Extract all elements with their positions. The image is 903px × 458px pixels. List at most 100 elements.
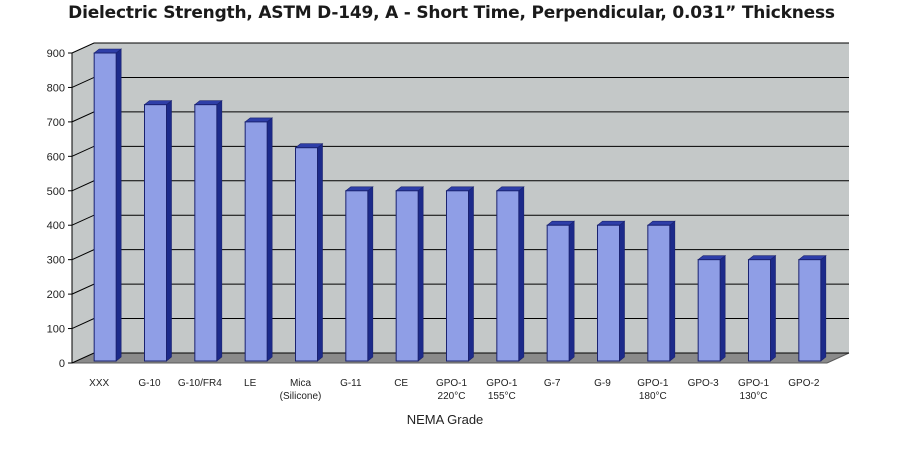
bar-side <box>619 220 625 362</box>
bar-side <box>317 143 323 362</box>
x-tick-label: Mica (Silicone) <box>280 378 322 402</box>
bar <box>646 220 676 362</box>
x-tick-label-line: 220°C <box>438 391 466 402</box>
bar-side <box>719 255 726 362</box>
x-tick-label: G-9 <box>594 378 611 389</box>
x-tick-label-line: GPO-1 <box>486 378 518 389</box>
x-tick-label: GPO-1 130°C <box>738 378 770 402</box>
bar-front <box>546 224 570 362</box>
x-axis-labels: XXX G-10 G-10/FR4 LE Mica (Silicone) G-11 CE GPO… <box>89 378 820 402</box>
bar-front <box>93 52 117 362</box>
bar <box>747 255 777 362</box>
bars <box>93 48 827 362</box>
x-tick-label: LE <box>244 378 257 389</box>
x-tick-label: CE <box>394 378 408 389</box>
bar-top <box>395 186 425 192</box>
bar-front <box>446 190 469 362</box>
y-tick-label: 400 <box>47 220 65 232</box>
bar <box>596 220 626 362</box>
x-tick-label-line: GPO-1 <box>738 378 770 389</box>
bar-top <box>546 220 576 226</box>
x-tick-label-line: G-10 <box>138 378 161 389</box>
gridline <box>71 42 849 54</box>
y-tick-label: 700 <box>47 117 65 129</box>
x-tick-label: XXX <box>89 378 109 389</box>
x-tick-label-line: G-11 <box>340 378 362 389</box>
y-tick-label: 0 <box>59 358 65 370</box>
bar <box>445 186 475 362</box>
bar-top <box>495 186 525 192</box>
bar-top <box>646 220 676 226</box>
bar-front <box>345 190 369 362</box>
bar <box>193 100 223 362</box>
bar-front <box>244 121 268 362</box>
bar-front <box>144 104 167 362</box>
x-tick-label: G-7 <box>544 378 561 389</box>
x-tick-label-line: CE <box>394 378 408 389</box>
y-tick-label: 900 <box>47 48 65 60</box>
x-tick-label-line: GPO-1 <box>436 378 468 389</box>
chart-title: Dielectric Strength, ASTM D-149, A - Sho… <box>68 3 835 23</box>
bar-side <box>820 255 827 362</box>
bar-front <box>597 224 620 362</box>
bar-side <box>669 220 676 362</box>
bar-side <box>568 220 575 362</box>
x-axis-title: NEMA Grade <box>407 412 484 427</box>
x-tick-label-line: XXX <box>89 378 109 389</box>
bar-top <box>93 48 123 54</box>
x-tick-label-line: G-10/FR4 <box>178 378 222 389</box>
bar-front <box>748 259 771 362</box>
x-tick-label: G-10 <box>138 378 161 389</box>
bar-top <box>596 220 626 226</box>
x-tick-label: G-10/FR4 <box>178 378 222 389</box>
bar-front <box>295 147 318 362</box>
bar <box>294 143 324 362</box>
y-axis-ticks: 0 100 200 300 400 500 600 700 800 900 <box>47 48 73 370</box>
bar-side <box>417 186 424 362</box>
x-tick-label-line: GPO-3 <box>688 378 720 389</box>
bar <box>495 186 525 362</box>
x-tick-label-line: G-7 <box>544 378 561 389</box>
bar-front <box>697 259 721 362</box>
bar-front <box>496 190 520 362</box>
x-tick-label: GPO-2 <box>788 378 820 389</box>
y-tick-label: 100 <box>47 324 65 336</box>
bar-top <box>294 143 324 149</box>
x-tick-label-line: 130°C <box>740 391 768 402</box>
bar-top <box>344 186 374 192</box>
bar <box>546 220 576 362</box>
bar <box>697 255 727 362</box>
bar-front <box>194 104 218 362</box>
bar-top <box>445 186 475 192</box>
x-tick-label-line: GPO-1 <box>637 378 669 389</box>
bar-front <box>798 259 822 362</box>
bar-side <box>166 100 172 362</box>
x-tick-label: GPO-1 180°C <box>637 378 669 402</box>
bar-top <box>747 255 777 260</box>
x-tick-label: GPO-1 220°C <box>436 378 468 402</box>
y-tick-label: 200 <box>47 289 65 301</box>
x-tick-label-line: LE <box>244 378 257 389</box>
bar-top <box>244 117 274 123</box>
bar <box>143 100 173 362</box>
y-tick-label: 600 <box>47 151 65 163</box>
side-wall <box>72 43 94 363</box>
bar-side <box>770 255 776 362</box>
bar-side <box>216 100 223 362</box>
bar <box>395 186 425 362</box>
x-tick-label: GPO-3 <box>688 378 720 389</box>
bar-side <box>115 48 122 362</box>
y-tick-label: 800 <box>47 82 65 94</box>
bar-top <box>143 100 173 105</box>
bar <box>797 255 827 362</box>
bar <box>344 186 374 362</box>
bar-front <box>395 190 419 362</box>
bar-top <box>697 255 727 260</box>
bar <box>244 117 274 362</box>
bar-side <box>367 186 374 362</box>
y-tick-label: 500 <box>47 186 65 198</box>
y-tick-label: 300 <box>47 255 65 267</box>
x-tick-label-line: Mica <box>290 378 312 389</box>
floor-right-edge <box>826 352 850 364</box>
